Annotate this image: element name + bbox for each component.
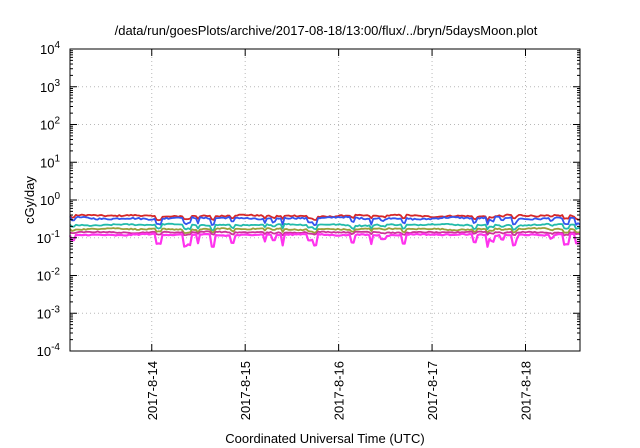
x-tick-label: 2017-8-14: [145, 361, 160, 420]
y-tick-label: 10-1: [37, 229, 61, 246]
x-tick-label: 2017-8-18: [518, 361, 533, 420]
series-line: [69, 222, 581, 231]
chart-title: /data/run/goesPlots/archive/2017-08-18/1…: [115, 23, 538, 38]
grid: [70, 49, 580, 351]
y-tick-label: 102: [40, 116, 60, 133]
y-tick-label: 100: [40, 191, 60, 208]
y-tick-label: 10-4: [37, 342, 61, 359]
x-axis: 2017-8-14 2017-8-15 2017-8-16 2017-8-17 2017…: [145, 49, 533, 420]
x-tick-label: 2017-8-15: [238, 361, 253, 420]
x-axis-label: Coordinated Universal Time (UTC): [225, 431, 424, 446]
series-line: [69, 230, 581, 237]
series-line: [69, 227, 581, 234]
y-axis-label: cGy/day: [22, 176, 37, 224]
x-tick-label: 2017-8-16: [332, 361, 347, 420]
y-tick-label: 10-2: [37, 267, 61, 284]
y-tick-label: 104: [40, 40, 60, 57]
y-tick-label: 103: [40, 78, 60, 95]
series-line: [68, 232, 581, 248]
y-tick-label: 10-3: [37, 304, 61, 321]
y-axis: 10-4 10-3 10-2 10-1 100 101 102 103 104: [37, 40, 580, 359]
y-tick-label: 101: [40, 153, 60, 170]
data-series: [68, 213, 581, 248]
x-tick-label: 2017-8-17: [425, 361, 440, 420]
series-line: [69, 215, 581, 226]
